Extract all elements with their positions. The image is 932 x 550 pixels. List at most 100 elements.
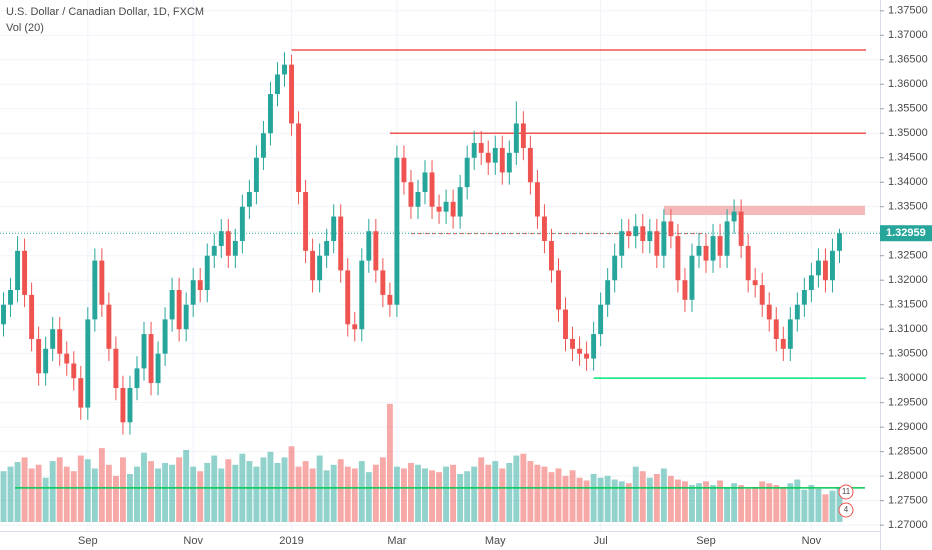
volume-bar	[604, 475, 611, 522]
event-badge-label: 11	[842, 487, 851, 496]
candle-body	[239, 206, 245, 242]
volume-bar	[457, 474, 464, 522]
y-tick-label: 1.34500	[888, 152, 928, 164]
candle-body	[338, 216, 344, 271]
volume-bar	[225, 459, 232, 522]
candle-body	[815, 260, 821, 276]
candle-body	[717, 236, 723, 256]
x-tick-label: Nov	[183, 535, 203, 547]
candle-body	[92, 260, 98, 320]
candle-body	[731, 211, 737, 222]
volume-bar	[534, 464, 541, 522]
volume-bar	[330, 464, 337, 522]
volume-bar	[422, 468, 428, 522]
volume-bar	[267, 451, 274, 522]
candle-body	[471, 143, 477, 158]
volume-bar	[667, 475, 674, 522]
candle-body	[837, 233, 842, 251]
candle-body	[563, 309, 568, 339]
volume-bar	[625, 483, 632, 522]
candle-body	[394, 157, 400, 305]
volume-bar	[379, 457, 386, 522]
volume-bar	[710, 485, 716, 522]
y-tick-label: 1.28000	[888, 470, 928, 482]
candle-body	[408, 182, 414, 207]
candle-body	[759, 285, 765, 305]
candle-body	[99, 260, 105, 305]
candle-body	[513, 123, 519, 153]
x-tick-label: Sep	[78, 535, 98, 547]
volume-bar	[162, 462, 169, 522]
candle-body	[352, 324, 358, 330]
volume-bar	[653, 474, 660, 522]
candle-body	[106, 304, 112, 349]
event-badge	[838, 502, 854, 518]
volume-bar	[253, 466, 260, 522]
volume-bar	[119, 457, 126, 522]
last-price-label: 1.32959	[886, 227, 926, 239]
volume-bar	[773, 485, 780, 522]
y-tick-label: 1.32000	[888, 274, 928, 286]
candle-body	[527, 147, 533, 183]
candle-body	[50, 329, 56, 349]
candle-body	[668, 221, 674, 237]
volume-bar	[681, 481, 688, 522]
volume-bar	[745, 488, 752, 522]
candle-body	[556, 270, 561, 310]
volume-bar	[717, 480, 724, 522]
candle-body	[822, 260, 828, 281]
candle-body	[176, 290, 182, 330]
candle-body	[766, 304, 772, 320]
candle-body	[78, 378, 84, 408]
candle-body	[373, 231, 379, 271]
candle-body	[275, 74, 280, 95]
volume-bar	[302, 461, 309, 522]
candle-body	[787, 319, 793, 349]
y-tick-label: 1.30000	[888, 372, 928, 384]
candle-body	[127, 387, 133, 423]
candle-body	[15, 250, 21, 291]
volume-bar	[689, 485, 695, 522]
y-tick-label: 1.29500	[888, 397, 928, 409]
volume-bar	[63, 466, 70, 522]
volume-bar	[618, 481, 625, 522]
candle-body	[71, 363, 77, 379]
volume-bar	[506, 462, 513, 522]
candle-body	[232, 241, 238, 256]
candle-body	[626, 231, 632, 237]
volume-bar	[583, 480, 590, 522]
candle-body	[120, 387, 126, 423]
candle-body	[464, 157, 470, 188]
candle-body	[303, 192, 309, 251]
volume-bar	[801, 489, 808, 522]
candle-body	[584, 353, 590, 359]
volume-bar	[190, 466, 197, 522]
volume-bar	[597, 477, 604, 522]
y-tick-label: 1.33500	[888, 201, 928, 213]
y-tick-label: 1.31000	[888, 323, 928, 335]
volume-bar	[281, 457, 288, 522]
volume-bar	[492, 461, 499, 522]
candle-body	[22, 250, 28, 295]
volume-bar	[98, 448, 105, 522]
volume-bar	[232, 464, 239, 522]
volume-bar	[77, 455, 84, 522]
candle-body	[225, 231, 231, 256]
candle-body	[661, 221, 667, 256]
candle-body	[134, 368, 140, 388]
volume-bar	[738, 485, 745, 522]
volume-bar	[365, 472, 372, 522]
candle-body	[246, 192, 252, 207]
volume-bar	[372, 464, 379, 522]
candle-body	[654, 231, 660, 256]
volume-bar	[836, 486, 843, 522]
candle-body	[260, 133, 266, 158]
volume-bar	[436, 472, 443, 522]
candle-body	[204, 255, 210, 291]
candle-body	[169, 290, 175, 320]
candle-body	[605, 280, 611, 305]
volume-bar	[485, 464, 492, 522]
event-badge	[838, 484, 854, 500]
volume-bar	[105, 464, 112, 522]
